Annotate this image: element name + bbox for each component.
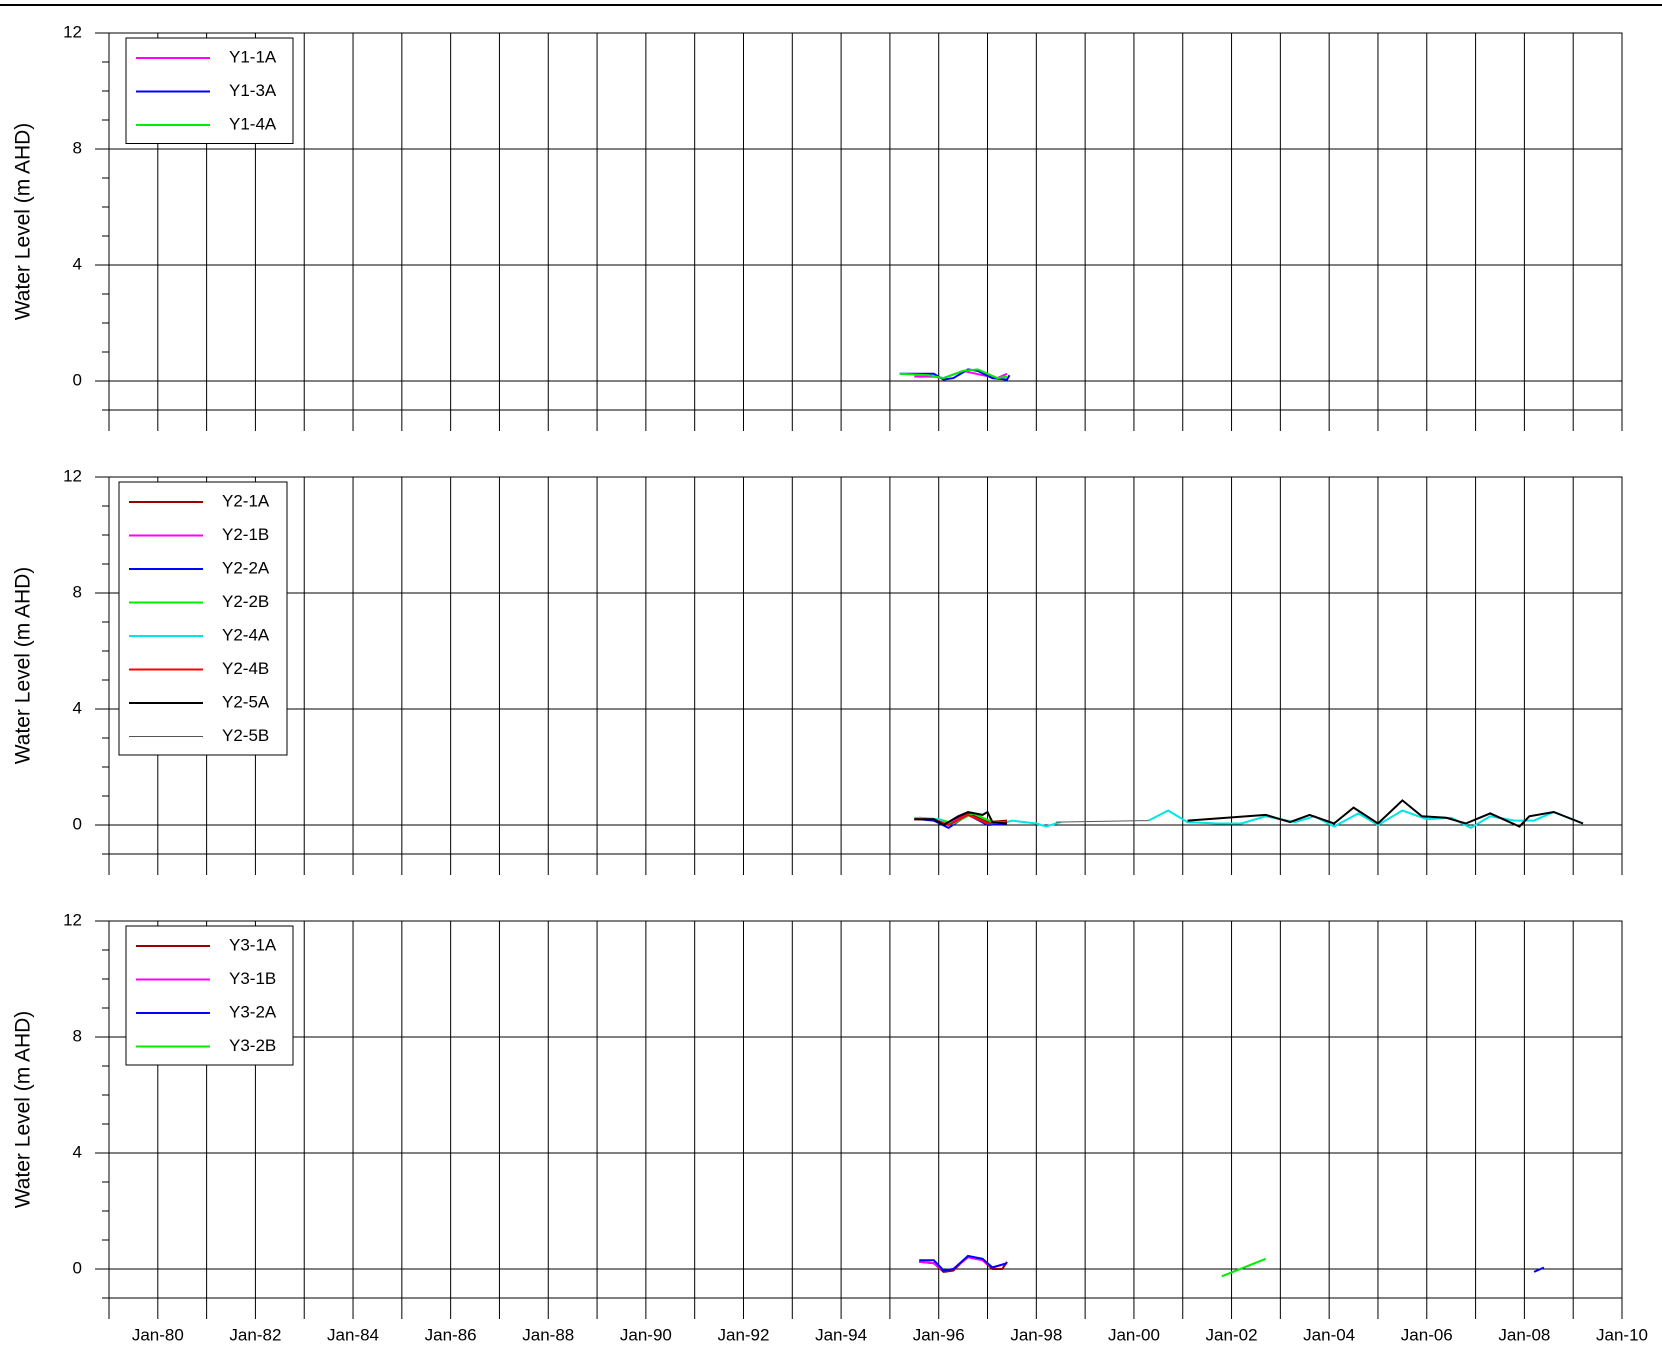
legend-label: Y2-2A — [222, 558, 270, 577]
x-tick-label: Jan-94 — [815, 1325, 867, 1344]
legend-box — [125, 925, 294, 1066]
y-tick-label: 4 — [73, 698, 82, 717]
y-tick-label: 8 — [73, 138, 82, 157]
legend-label: Y3-1A — [229, 935, 277, 954]
y-tick-label: 12 — [63, 910, 82, 929]
x-tick-label: Jan-04 — [1303, 1325, 1355, 1344]
y-tick-label: 0 — [73, 814, 82, 833]
y-tick-label: 12 — [63, 22, 82, 41]
legend-label: Y1-4A — [229, 114, 277, 133]
y-tick-label: 12 — [63, 466, 82, 485]
x-tick-label: Jan-08 — [1498, 1325, 1550, 1344]
x-tick-label: Jan-82 — [229, 1325, 281, 1344]
legend-box — [118, 481, 288, 756]
y-tick-label: 8 — [73, 582, 82, 601]
legend-label: Y2-2B — [222, 592, 269, 611]
legend-label: Y2-5A — [222, 692, 270, 711]
x-tick-label: Jan-96 — [913, 1325, 965, 1344]
y-axis-label: Water Level (m AHD) — [12, 567, 35, 765]
legend-label: Y3-1B — [229, 969, 276, 988]
plot-frame — [108, 920, 1623, 1299]
x-tick-label: Jan-90 — [620, 1325, 672, 1344]
data-line — [914, 799, 1584, 828]
legend-label: Y1-3A — [229, 81, 277, 100]
legend-label: Y2-1A — [222, 491, 270, 510]
data-line — [899, 368, 1008, 380]
x-tick-label: Jan-98 — [1010, 1325, 1062, 1344]
y-tick-label: 4 — [73, 254, 82, 273]
x-tick-label: Jan-80 — [132, 1325, 184, 1344]
legend-label: Y1-1A — [229, 47, 277, 66]
data-line — [1055, 820, 1149, 823]
x-tick-label: Jan-84 — [327, 1325, 379, 1344]
legend-label: Y3-2B — [229, 1036, 276, 1055]
x-tick-label: Jan-02 — [1206, 1325, 1258, 1344]
y-axis-label: Water Level (m AHD) — [12, 1011, 35, 1209]
y-axis-label: Water Level (m AHD) — [12, 123, 35, 321]
x-tick-label: Jan-86 — [425, 1325, 477, 1344]
x-tick-label: Jan-88 — [522, 1325, 574, 1344]
legend-label: Y2-5B — [222, 726, 269, 745]
x-tick-label: Jan-92 — [717, 1325, 769, 1344]
y-tick-label: 0 — [73, 370, 82, 389]
plot-frame — [108, 476, 1623, 855]
data-line — [1221, 1257, 1267, 1278]
legend-label: Y2-4B — [222, 659, 269, 678]
legend-label: Y2-4A — [222, 625, 270, 644]
x-tick-label: Jan-10 — [1596, 1325, 1648, 1344]
y-tick-label: 4 — [73, 1142, 82, 1161]
data-line — [919, 1254, 1545, 1273]
x-tick-label: Jan-06 — [1401, 1325, 1453, 1344]
y-tick-label: 0 — [73, 1258, 82, 1277]
legend-label: Y3-2A — [229, 1002, 277, 1021]
legend-label: Y2-1B — [222, 525, 269, 544]
y-tick-label: 8 — [73, 1026, 82, 1045]
plot-frame — [108, 32, 1623, 411]
x-tick-label: Jan-00 — [1108, 1325, 1160, 1344]
